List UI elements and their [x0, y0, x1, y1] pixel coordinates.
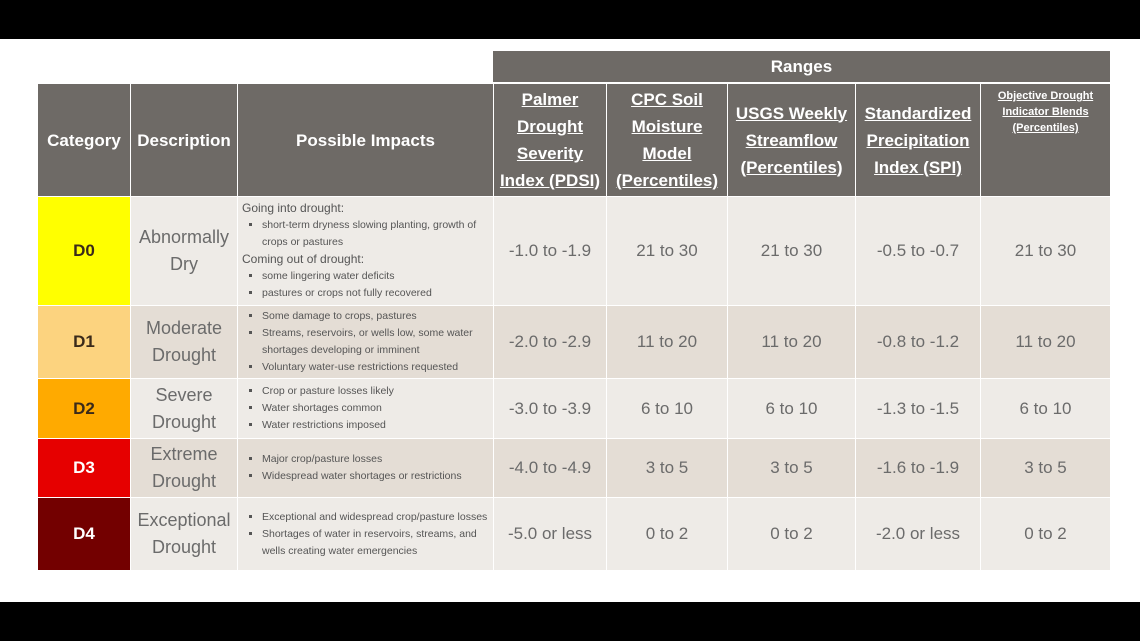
header-cpc-soil-moisture[interactable]: CPC Soil Moisture Model (Percentiles) — [606, 83, 728, 197]
impacts-cell: Major crop/pasture losses Widespread wat… — [237, 438, 494, 498]
impact-item: Water restrictions imposed — [262, 417, 489, 434]
ranges-label: Ranges — [770, 56, 833, 76]
header-pdsi[interactable]: Palmer Drought Severity Index (PDSI) — [493, 83, 607, 197]
pdsi-cell: -2.0 to -2.9 — [493, 305, 607, 379]
table-row: D1 Moderate Drought Some damage to crops… — [37, 305, 1111, 379]
category-cell: D2 — [37, 378, 131, 439]
header-category: Category — [37, 83, 131, 197]
pdsi-cell: -4.0 to -4.9 — [493, 438, 607, 498]
description-cell: Exceptional Drought — [130, 497, 238, 571]
spi-cell: -1.6 to -1.9 — [855, 438, 981, 498]
description-cell: Moderate Drought — [130, 305, 238, 379]
drought-classification-table: Category Description Possible Impacts Pa… — [37, 83, 1111, 571]
category-cell: D1 — [37, 305, 131, 379]
ranges-header: Ranges — [493, 51, 1110, 82]
category-cell: D3 — [37, 438, 131, 498]
spi-cell: -0.8 to -1.2 — [855, 305, 981, 379]
table-row: D0 Abnormally Dry Going into drought: sh… — [37, 196, 1111, 306]
blend-cell: 21 to 30 — [980, 196, 1111, 306]
description-cell: Extreme Drought — [130, 438, 238, 498]
usgs-cell: 6 to 10 — [727, 378, 856, 439]
header-possible-impacts: Possible Impacts — [237, 83, 494, 197]
impact-item: Streams, reservoirs, or wells low, some … — [262, 325, 489, 359]
cpc-cell: 11 to 20 — [606, 305, 728, 379]
impact-item: Crop or pasture losses likely — [262, 383, 489, 400]
table-row: D4 Exceptional Drought Exceptional and w… — [37, 497, 1111, 571]
table-row: D3 Extreme Drought Major crop/pasture lo… — [37, 438, 1111, 498]
pdsi-cell: -1.0 to -1.9 — [493, 196, 607, 306]
usgs-cell: 0 to 2 — [727, 497, 856, 571]
impact-item: Shortages of water in reservoirs, stream… — [262, 526, 489, 560]
spi-cell: -2.0 or less — [855, 497, 981, 571]
pdsi-cell: -3.0 to -3.9 — [493, 378, 607, 439]
category-cell: D0 — [37, 196, 131, 306]
usgs-cell: 11 to 20 — [727, 305, 856, 379]
impact-item: Widespread water shortages or restrictio… — [262, 468, 489, 485]
blend-cell: 0 to 2 — [980, 497, 1111, 571]
impact-item: Some damage to crops, pastures — [262, 308, 489, 325]
description-cell: Severe Drought — [130, 378, 238, 439]
category-cell: D4 — [37, 497, 131, 571]
impact-item: Voluntary water-use restrictions request… — [262, 359, 489, 376]
blend-cell: 6 to 10 — [980, 378, 1111, 439]
impact-item: Major crop/pasture losses — [262, 451, 489, 468]
impacts-cell: Some damage to crops, pastures Streams, … — [237, 305, 494, 379]
impact-item: pastures or crops not fully recovered — [262, 285, 489, 302]
cpc-cell: 3 to 5 — [606, 438, 728, 498]
header-usgs-streamflow[interactable]: USGS Weekly Streamflow (Percentiles) — [727, 83, 856, 197]
impact-item: some lingering water deficits — [262, 268, 489, 285]
impacts-cell: Exceptional and widespread crop/pasture … — [237, 497, 494, 571]
blend-cell: 11 to 20 — [980, 305, 1111, 379]
spi-cell: -1.3 to -1.5 — [855, 378, 981, 439]
cpc-cell: 0 to 2 — [606, 497, 728, 571]
impacts-cell: Going into drought: short-term dryness s… — [237, 196, 494, 306]
usgs-cell: 21 to 30 — [727, 196, 856, 306]
table-row: D2 Severe Drought Crop or pasture losses… — [37, 378, 1111, 439]
header-description: Description — [130, 83, 238, 197]
description-cell: Abnormally Dry — [130, 196, 238, 306]
header-spi[interactable]: Standardized Precipitation Index (SPI) — [855, 83, 981, 197]
cpc-cell: 21 to 30 — [606, 196, 728, 306]
spi-cell: -0.5 to -0.7 — [855, 196, 981, 306]
usgs-cell: 3 to 5 — [727, 438, 856, 498]
header-objective-blends[interactable]: Objective Drought Indicator Blends (Perc… — [980, 83, 1111, 197]
pdsi-cell: -5.0 or less — [493, 497, 607, 571]
impact-item: short-term dryness slowing planting, gro… — [262, 217, 489, 251]
cpc-cell: 6 to 10 — [606, 378, 728, 439]
impacts-cell: Crop or pasture losses likely Water shor… — [237, 378, 494, 439]
impact-item: Exceptional and widespread crop/pasture … — [262, 509, 489, 526]
impact-item: Water shortages common — [262, 400, 489, 417]
blend-cell: 3 to 5 — [980, 438, 1111, 498]
